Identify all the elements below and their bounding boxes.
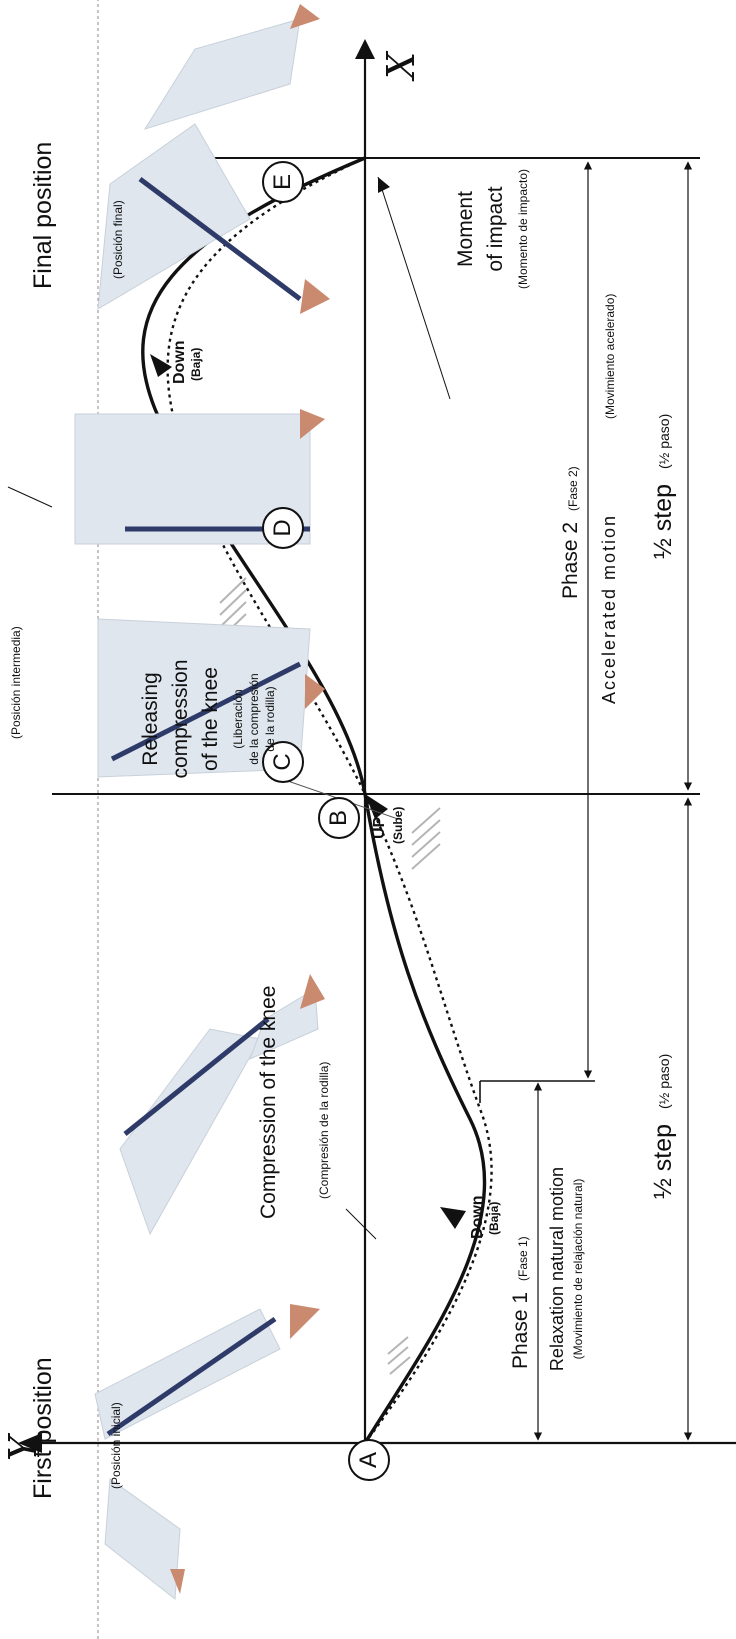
phase1-motion: Relaxation natural motion xyxy=(547,1166,567,1372)
half-step-2-label: ½ step xyxy=(649,483,677,559)
releasing-es-2: de la compresión xyxy=(247,673,261,765)
half-step-2-es: (½ paso) xyxy=(656,413,672,469)
trajectory-solid xyxy=(141,156,487,1444)
down-arrow-2 xyxy=(150,354,172,377)
down-arrow-1 xyxy=(440,1207,466,1229)
releasing-label-2: compression xyxy=(169,659,192,779)
first-position-es: (Posición inicial) xyxy=(109,1402,123,1489)
leg-figure-a xyxy=(94,1304,320,1600)
intermediate-pointer xyxy=(7,486,53,508)
up-label-es: (Sube) xyxy=(391,806,405,844)
phase1-es: (Fase 1) xyxy=(516,1236,530,1281)
down-label-2: Down xyxy=(171,340,188,384)
impact-pointer xyxy=(377,176,451,400)
final-position-es: (Posición final) xyxy=(111,200,125,279)
phase2-label: Phase 2 xyxy=(559,521,582,599)
x-axis-label: X xyxy=(379,51,423,79)
down-label-1-es: (Baja) xyxy=(487,1201,501,1235)
half-step-1-es: (½ paso) xyxy=(656,1053,672,1109)
point-a: A xyxy=(348,1439,390,1481)
x-axis-arrow xyxy=(355,39,375,59)
releasing-label-3: of the knee xyxy=(199,667,222,771)
moment-label-2: of impact xyxy=(484,186,507,272)
compression-label: Compression of the knee xyxy=(257,985,280,1219)
leg-figure-c xyxy=(97,618,325,778)
releasing-es-1: (Liberación xyxy=(231,689,245,749)
up-arrow xyxy=(365,794,388,819)
phase2-es: (Fase 2) xyxy=(566,466,580,511)
final-position-label: Final position xyxy=(29,141,57,289)
compression-pointer xyxy=(345,1208,377,1240)
point-e: E xyxy=(262,161,304,203)
phase1-label: Phase 1 xyxy=(509,1291,532,1369)
y-axis-arrow xyxy=(18,1433,42,1453)
phase1-motion-es: (Movimiento de relajación natural) xyxy=(571,1178,585,1360)
point-b: B xyxy=(318,797,360,839)
releasing-label-1: Releasing xyxy=(139,672,162,766)
moment-label-1: Moment xyxy=(454,191,477,267)
up-label: UP xyxy=(371,816,388,839)
moment-es: (Momento de impacto) xyxy=(516,168,530,290)
first-position-label: First position xyxy=(29,1357,57,1499)
point-d: D xyxy=(262,507,304,549)
trajectory-dotted xyxy=(166,156,493,1444)
releasing-es-3: de la rodilla) xyxy=(263,686,277,752)
down-label-1: Down xyxy=(469,1195,486,1239)
leg-figure-e xyxy=(97,4,330,314)
compression-es: (Compresión de la rodilla) xyxy=(317,1061,331,1199)
phase2-motion-es: (Movimiento acelerado) xyxy=(603,293,617,419)
impact-pointer-head xyxy=(378,177,390,193)
leg-figure-b xyxy=(119,974,325,1236)
down-label-2-es: (Baja) xyxy=(189,347,203,381)
half-step-1-label: ½ step xyxy=(649,1123,677,1199)
intermediate-position-es: (Posición intermedia) xyxy=(9,626,23,739)
phase2-motion: Accelerated motion xyxy=(599,513,619,705)
